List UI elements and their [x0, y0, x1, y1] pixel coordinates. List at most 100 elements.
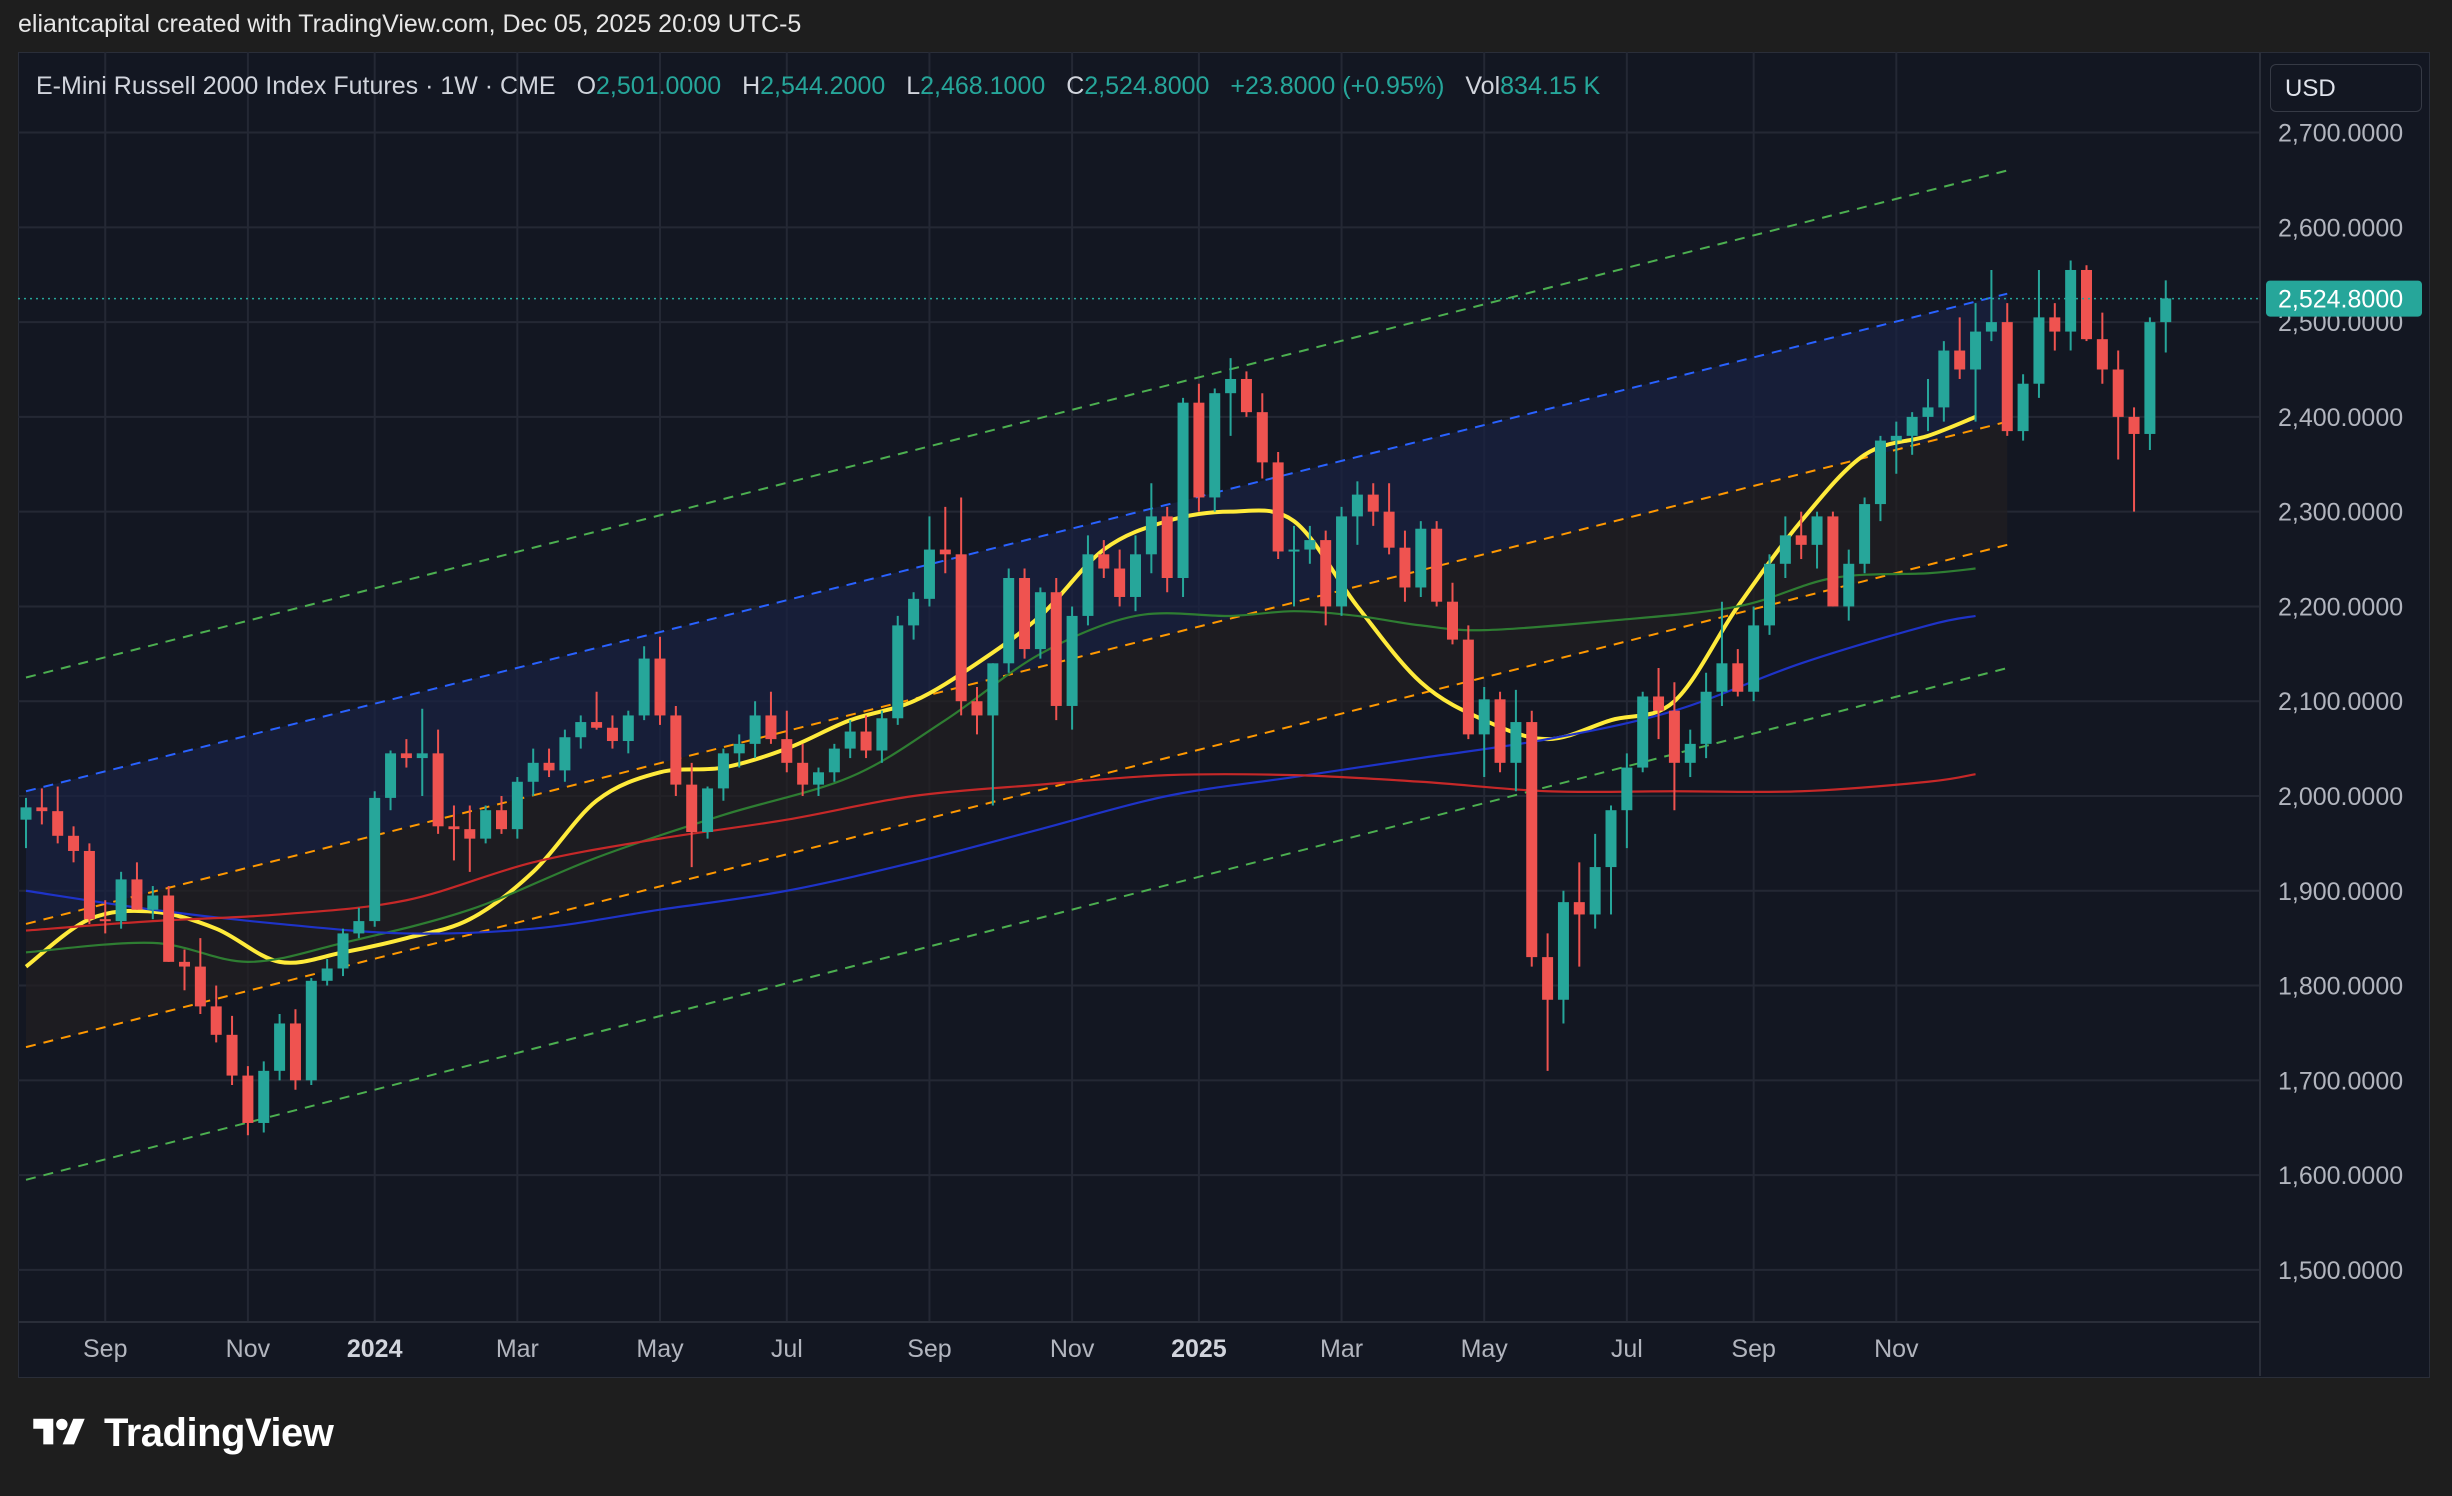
candle-body [622, 715, 634, 742]
symbol-name[interactable]: E-Mini Russell 2000 Index Futures · 1W ·… [36, 72, 556, 100]
candle-body [543, 762, 555, 771]
candle-body [971, 701, 983, 716]
candle-body [1336, 516, 1348, 607]
candle-body [2128, 416, 2140, 434]
candle-body [1954, 350, 1966, 370]
candle-body [1716, 663, 1728, 692]
candle-body [2112, 369, 2124, 417]
candle-body [1240, 378, 1252, 413]
candle-body [1732, 663, 1744, 692]
candle-body [353, 921, 365, 934]
candle-body [1367, 494, 1379, 512]
close-label: C [1066, 72, 1085, 100]
candle-body [52, 811, 64, 836]
candle-body [987, 663, 999, 716]
candle-body [923, 549, 935, 599]
candle-body [1034, 592, 1046, 650]
candle-body [99, 919, 111, 922]
y-tick-label: 1,700.0000 [2278, 1067, 2403, 1095]
candle-body [1272, 462, 1284, 552]
candle-body [606, 727, 618, 742]
x-tick-label: Sep [907, 1335, 951, 1363]
y-tick-label: 1,600.0000 [2278, 1162, 2403, 1190]
candle-body [2160, 298, 2172, 323]
x-tick-label: May [1461, 1335, 1509, 1363]
candle-body [1906, 416, 1918, 436]
brand-name: TradingView [104, 1410, 334, 1455]
x-tick-label: Sep [1731, 1335, 1775, 1363]
x-tick-label: Jul [771, 1335, 803, 1363]
candle-body [844, 731, 856, 749]
candle-body [1130, 554, 1141, 597]
candle-body [1209, 393, 1221, 498]
candle-body [1843, 563, 1855, 607]
y-tick-label: 2,400.0000 [2278, 404, 2403, 432]
candle-body [337, 933, 349, 969]
candle-body [1874, 440, 1886, 505]
open-value: 2,501.0000 [596, 72, 722, 100]
candle-body [1256, 412, 1268, 463]
tradingview-logo: TradingView [24, 1408, 334, 1458]
x-tick-label: Sep [83, 1335, 127, 1363]
candle-body [1938, 350, 1950, 408]
candle-body [2065, 269, 2077, 332]
candle-body [1462, 639, 1474, 735]
candle-body [210, 1006, 222, 1035]
close-value: 2,524.8000 [1084, 72, 1210, 100]
candle-body [813, 772, 824, 785]
candle-body [670, 715, 682, 785]
channel-fill-upper [26, 293, 2008, 924]
symbol-legend: E-Mini Russell 2000 Index Futures · 1W ·… [36, 72, 1600, 101]
high-value: 2,544.2000 [760, 72, 886, 100]
high-label: H [742, 72, 761, 100]
channel-fill-lower [26, 421, 2008, 1048]
candle-body [1288, 549, 1300, 552]
candle-body [226, 1034, 238, 1076]
candle-body [1526, 722, 1538, 958]
last-price-tag [2266, 280, 2422, 317]
candle-body [717, 753, 729, 789]
x-tick-label: Jul [1611, 1335, 1643, 1363]
candle-body [828, 748, 840, 773]
candle-body [511, 781, 523, 830]
candle-body [131, 879, 143, 910]
candle-body [258, 1070, 270, 1123]
candle-body [575, 722, 587, 738]
candle-body [68, 835, 80, 851]
candle-body [1161, 516, 1173, 579]
candle-body [1700, 691, 1712, 744]
candle-body [955, 554, 967, 702]
currency-selector[interactable]: USD [2270, 64, 2422, 112]
candle-body [1494, 699, 1506, 763]
candle-body [274, 1023, 286, 1071]
candle-body [2096, 339, 2108, 370]
candle-body [1573, 902, 1585, 915]
candle-body [702, 788, 714, 833]
candle-body [1145, 516, 1157, 555]
volume-value: 834.15 K [1500, 72, 1601, 100]
candle-body [242, 1075, 254, 1123]
candle-body [1225, 378, 1237, 394]
candle-body [1637, 696, 1649, 768]
candle-body [1859, 504, 1871, 564]
candle-body [1082, 554, 1094, 616]
candle-body [1320, 540, 1332, 607]
candle-body [1827, 516, 1839, 607]
y-tick-label: 2,100.0000 [2278, 688, 2403, 716]
open-label: O [576, 72, 597, 100]
x-tick-label: 2024 [347, 1335, 403, 1363]
candle-body [860, 731, 872, 751]
candle-body [163, 895, 175, 962]
candle-body [1399, 547, 1411, 588]
candle-body [2049, 317, 2061, 332]
candle-body [1985, 322, 1997, 332]
candle-body [908, 598, 920, 626]
candle-body [1970, 331, 1982, 370]
candle-body [686, 784, 698, 833]
candle-body [1668, 710, 1680, 763]
y-tick-label: 2,200.0000 [2278, 593, 2403, 621]
candle-body [559, 737, 571, 771]
candle-body [305, 980, 317, 1081]
y-tick-label: 1,800.0000 [2278, 973, 2403, 1001]
